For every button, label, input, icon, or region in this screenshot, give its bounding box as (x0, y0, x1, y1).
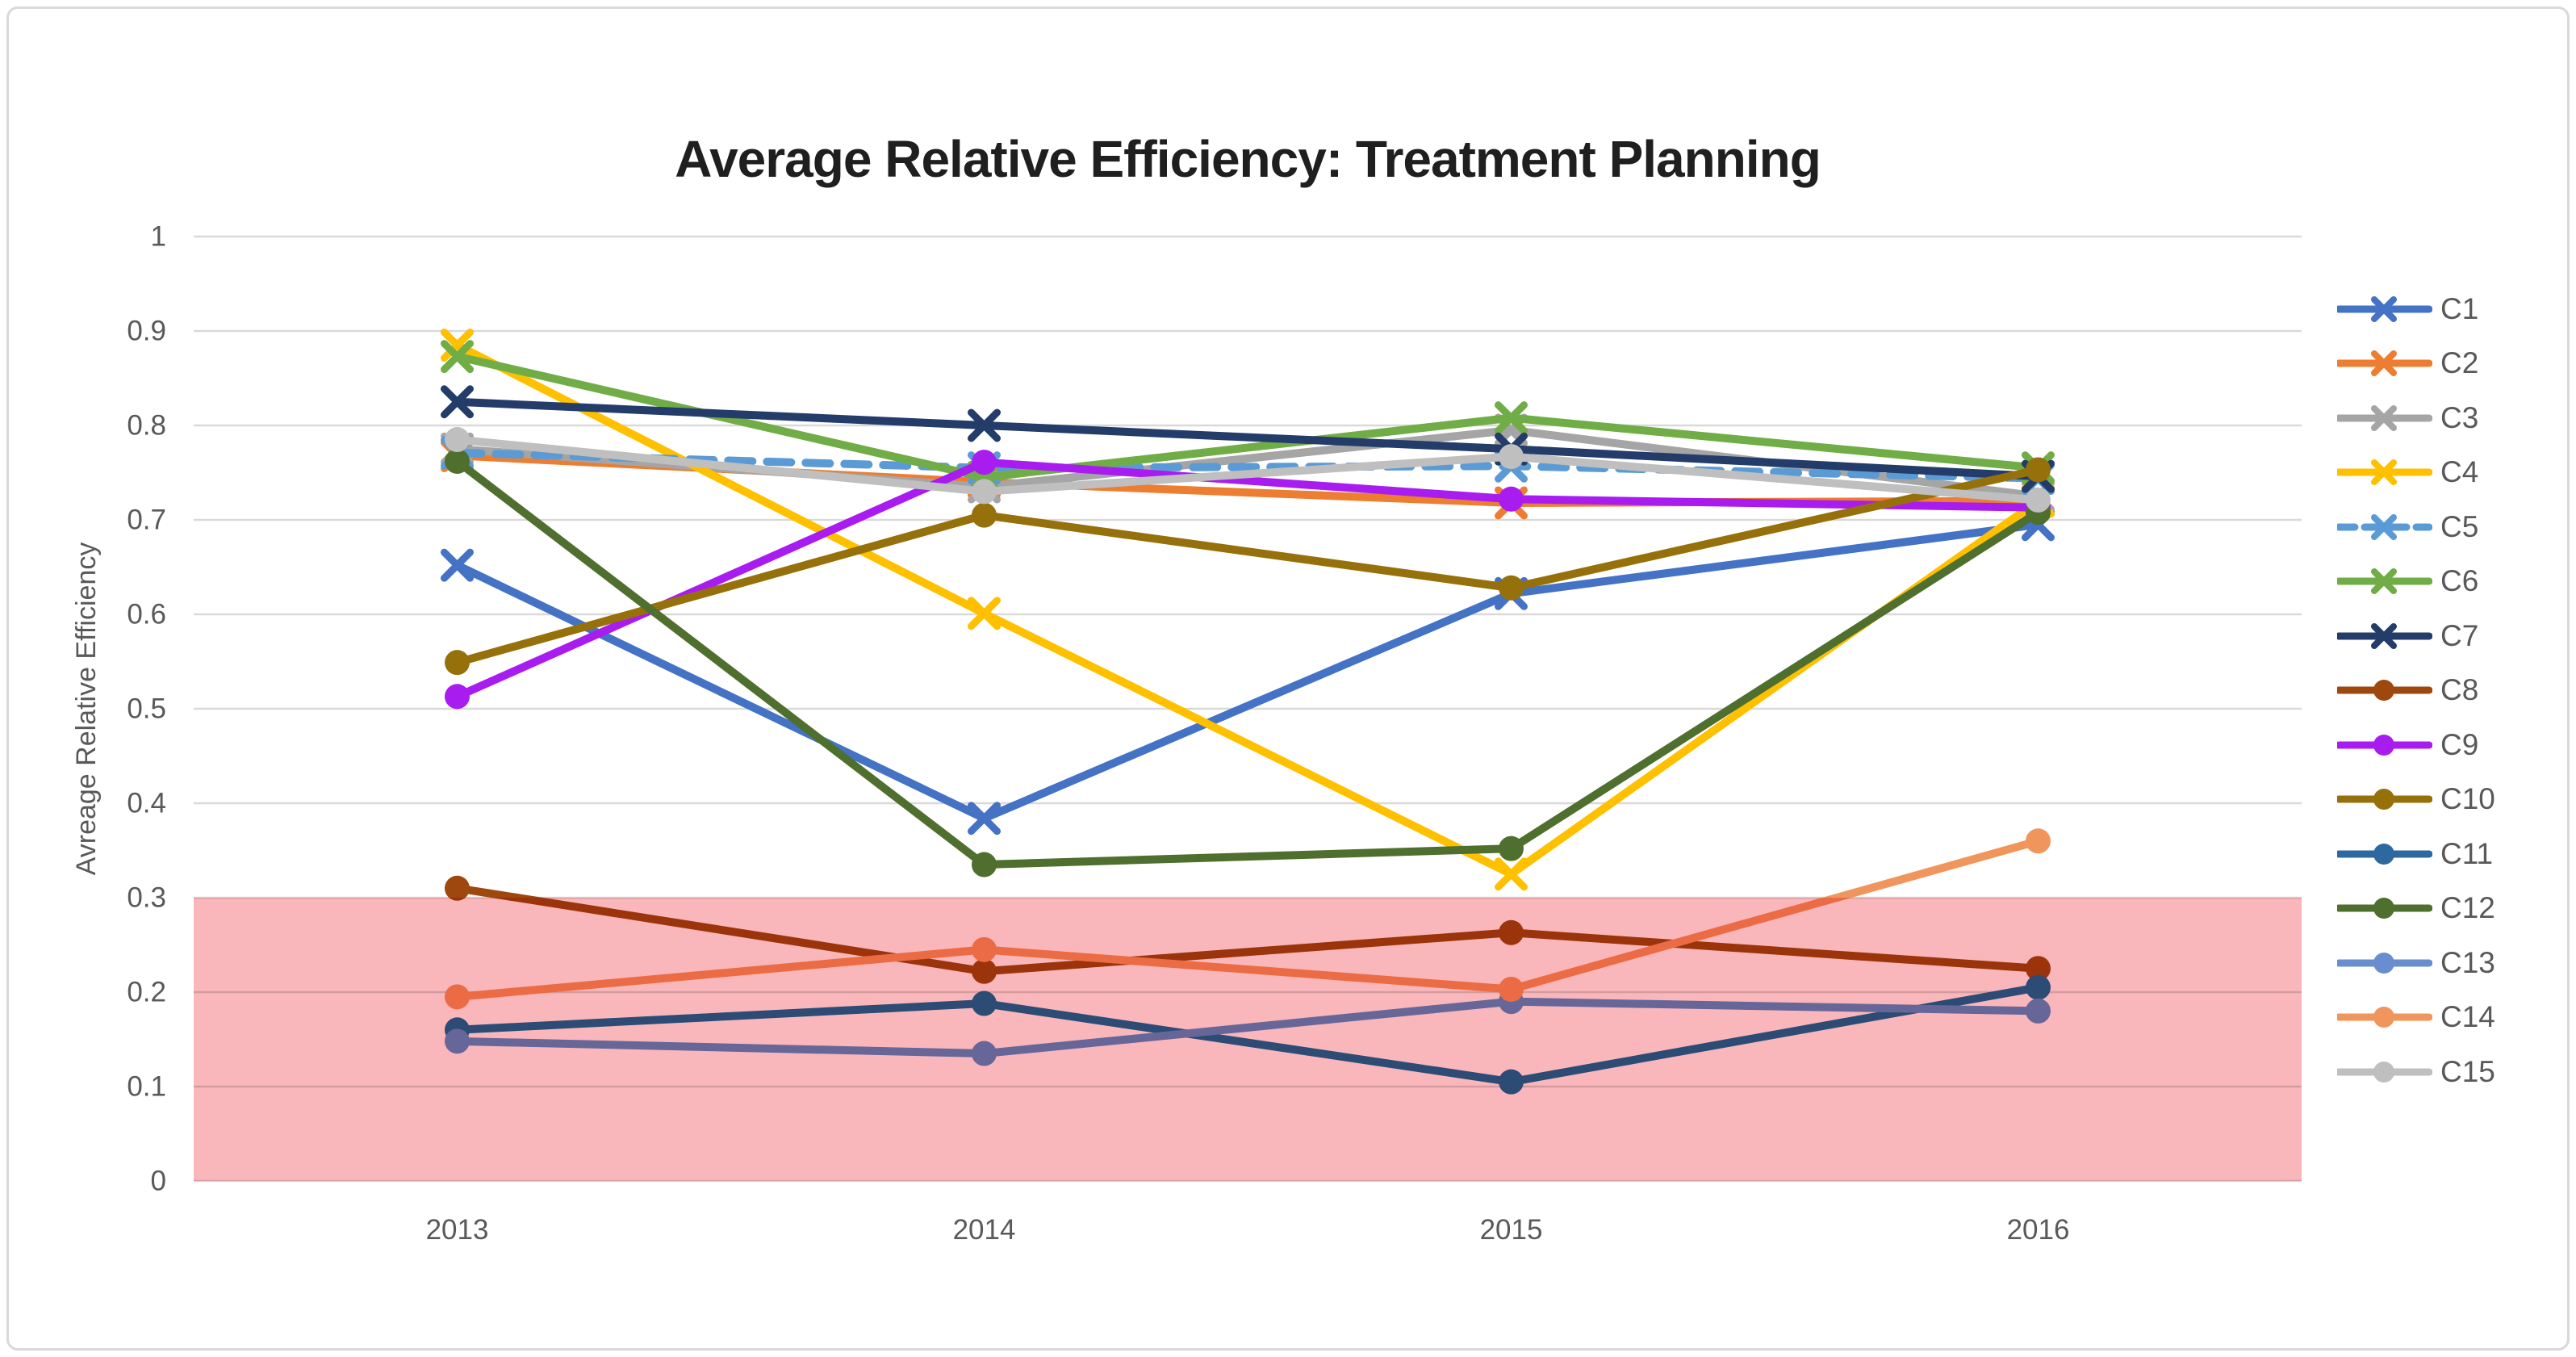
legend-item-c4: C4 (2337, 446, 2563, 500)
legend-swatch-c7 (2337, 622, 2432, 649)
legend-swatch-c8 (2337, 680, 2432, 702)
legend-label-c15: C15 (2440, 1054, 2495, 1088)
y-tick-label: 0.9 (127, 316, 166, 347)
legend-item-c8: C8 (2337, 664, 2563, 718)
legend-item-c3: C3 (2337, 391, 2563, 446)
legend-swatch-c3 (2337, 404, 2432, 431)
y-tick-label: 0.4 (127, 788, 166, 819)
legend-item-c2: C2 (2337, 337, 2563, 392)
legend-label-c3: C3 (2440, 400, 2479, 434)
legend-swatch-c11 (2337, 843, 2432, 865)
legend-label-c2: C2 (2440, 346, 2479, 380)
legend-label-c13: C13 (2440, 945, 2495, 979)
marker-C7 (441, 385, 474, 419)
series-line-C4 (453, 341, 2043, 878)
marker-C14 (2026, 828, 2051, 854)
y-tick-label: 0.5 (127, 693, 166, 725)
series-line-C12 (453, 457, 2043, 869)
legend-swatch-c1 (2337, 295, 2432, 322)
y-tick-label: 0.8 (127, 410, 166, 442)
marker-C1 (968, 802, 1001, 836)
y-tick-label: 0.1 (127, 1071, 166, 1103)
marker-C4 (968, 597, 1001, 630)
legend-swatch-c15 (2337, 1061, 2432, 1083)
marker-C9 (1499, 486, 1524, 512)
marker-C8 (445, 875, 470, 901)
legend-item-c15: C15 (2337, 1045, 2563, 1099)
legend-label-c8: C8 (2440, 673, 2479, 707)
legend-swatch-c9 (2337, 734, 2432, 756)
marker-C15 (1499, 444, 1524, 470)
x-tick-label: 2013 (426, 1214, 489, 1246)
marker-C4 (441, 329, 474, 362)
legend-label-c6: C6 (2440, 564, 2479, 598)
legend-item-c1: C1 (2337, 282, 2563, 337)
chart-title: Average Relative Efficiency: Treatment P… (675, 130, 1821, 188)
legend-item-c14: C14 (2337, 991, 2563, 1045)
marker-C7 (968, 408, 1001, 442)
legend-label-c12: C12 (2440, 891, 2495, 925)
marker-C10 (972, 502, 997, 528)
legend-swatch-c13 (2337, 952, 2432, 974)
marker-C1 (441, 548, 474, 582)
legend-item-c13: C13 (2337, 936, 2563, 991)
legend-swatch-c12 (2337, 898, 2432, 919)
series-line-C9 (453, 458, 2043, 701)
legend-item-c10: C10 (2337, 773, 2563, 827)
legend-label-c9: C9 (2440, 727, 2479, 761)
legend-label-c1: C1 (2440, 291, 2479, 325)
legend-label-c7: C7 (2440, 618, 2479, 652)
legend-swatch-c5 (2337, 513, 2432, 540)
y-tick-label: 1 (151, 221, 166, 253)
legend-item-c6: C6 (2337, 555, 2563, 609)
y-tick-label: 0 (151, 1166, 166, 1197)
chart-legend: C1 C2 C3 C4 C5 C6 C7 C8 C9 C10 C11 C12 C13 C14 C15 (2337, 282, 2563, 1099)
legend-label-c10: C10 (2440, 782, 2495, 816)
legend-swatch-c10 (2337, 789, 2432, 810)
legend-item-c7: C7 (2337, 609, 2563, 664)
legend-item-c9: C9 (2337, 718, 2563, 773)
marker-C6 (1495, 401, 1528, 435)
x-tick-label: 2016 (2007, 1214, 2070, 1246)
marker-C15 (972, 479, 997, 505)
marker-C10 (445, 650, 470, 676)
series-line-C7 (453, 397, 2043, 481)
marker-C4 (1495, 857, 1528, 891)
legend-swatch-c6 (2337, 568, 2432, 595)
marker-C10 (1499, 575, 1524, 601)
marker-C9 (972, 450, 997, 475)
marker-C12 (1499, 836, 1524, 861)
marker-C12 (972, 852, 997, 877)
legend-label-c5: C5 (2440, 509, 2479, 543)
legend-label-c4: C4 (2440, 455, 2479, 489)
legend-swatch-c2 (2337, 350, 2432, 377)
legend-item-c12: C12 (2337, 882, 2563, 936)
x-tick-label: 2015 (1480, 1214, 1543, 1246)
y-tick-label: 0.2 (127, 977, 166, 1008)
series-line-C1 (453, 520, 2043, 823)
y-tick-label: 0.6 (127, 599, 166, 630)
legend-swatch-c4 (2337, 459, 2432, 486)
legend-item-c5: C5 (2337, 500, 2563, 555)
legend-label-c14: C14 (2440, 1000, 2495, 1034)
marker-C12 (445, 448, 470, 474)
y-axis-title: Avreage Relative Efficiency (71, 542, 102, 876)
legend-swatch-c14 (2337, 1007, 2432, 1028)
legend-item-c11: C11 (2337, 827, 2563, 882)
series-line-C10 (453, 465, 2043, 667)
highlight-band (194, 898, 2302, 1181)
marker-C9 (445, 684, 470, 710)
series-line-C15 (453, 435, 2043, 505)
marker-C10 (2026, 457, 2051, 483)
marker-C15 (445, 427, 470, 453)
y-tick-label: 0.7 (127, 505, 166, 536)
x-tick-label: 2014 (953, 1214, 1016, 1246)
series-line-C5 (453, 448, 2043, 483)
marker-C6 (441, 340, 474, 374)
y-tick-label: 0.3 (127, 882, 166, 914)
legend-label-c11: C11 (2440, 836, 2494, 870)
marker-C15 (2026, 487, 2051, 513)
